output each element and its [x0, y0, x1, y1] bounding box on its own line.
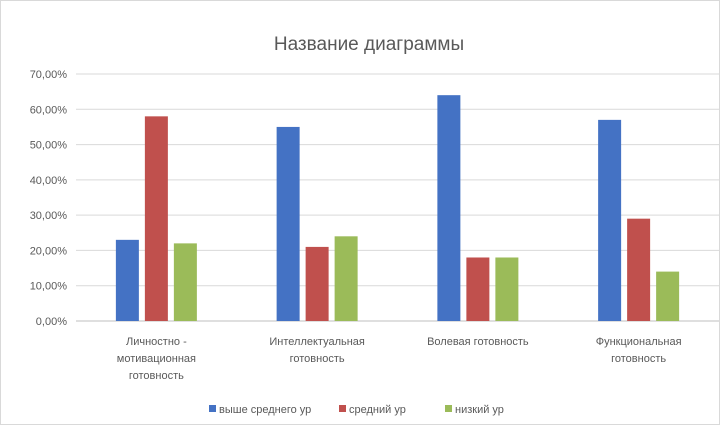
y-tick-label: 30,00%: [30, 210, 68, 222]
category-label: Волевая готовность: [427, 336, 529, 348]
x-axis: Личностно -мотивационная готовность Интелл…: [117, 336, 682, 382]
bar: [437, 95, 461, 322]
bars: [115, 95, 680, 322]
y-tick-label: 50,00%: [30, 140, 68, 152]
bar: [466, 257, 490, 321]
bar: [276, 126, 300, 321]
legend-swatch: [445, 405, 452, 412]
legend-item: средний ур: [339, 404, 406, 416]
legend-label: средний ур: [349, 404, 406, 416]
bar: [305, 246, 329, 321]
bar: [598, 119, 622, 321]
y-axis: 0,00% 10,00% 20,00% 30,00% 40,00% 50,00% 60,00…: [30, 69, 68, 328]
y-tick-label: 70,00%: [30, 69, 68, 81]
legend-label: низкий ур: [455, 404, 504, 416]
bar: [144, 116, 168, 321]
category-label: Функциональная готовность: [596, 336, 682, 365]
category-label: Личностно -мотивационная готовность: [117, 336, 196, 382]
y-tick-label: 60,00%: [30, 104, 68, 116]
y-tick-label: 40,00%: [30, 175, 68, 187]
bar: [656, 271, 680, 321]
y-tick-label: 20,00%: [30, 245, 68, 257]
category-label: Интеллектуальная готовность: [269, 336, 365, 365]
y-tick-label: 0,00%: [36, 316, 67, 328]
bar: [173, 243, 197, 321]
legend-label: выше среднего ур: [219, 404, 311, 416]
legend-swatch: [339, 405, 346, 412]
bar: [334, 236, 358, 321]
legend-swatch: [209, 405, 216, 412]
bar: [115, 239, 139, 321]
legend-item: выше среднего ур: [209, 404, 311, 416]
chart-title: Название диаграммы: [274, 34, 464, 55]
bar: [495, 257, 519, 321]
legend-item: низкий ур: [445, 404, 504, 416]
gridlines: [76, 73, 719, 322]
bar: [627, 218, 651, 321]
y-tick-label: 10,00%: [30, 281, 68, 293]
legend: выше среднего ур средний ур низкий ур: [209, 404, 504, 416]
